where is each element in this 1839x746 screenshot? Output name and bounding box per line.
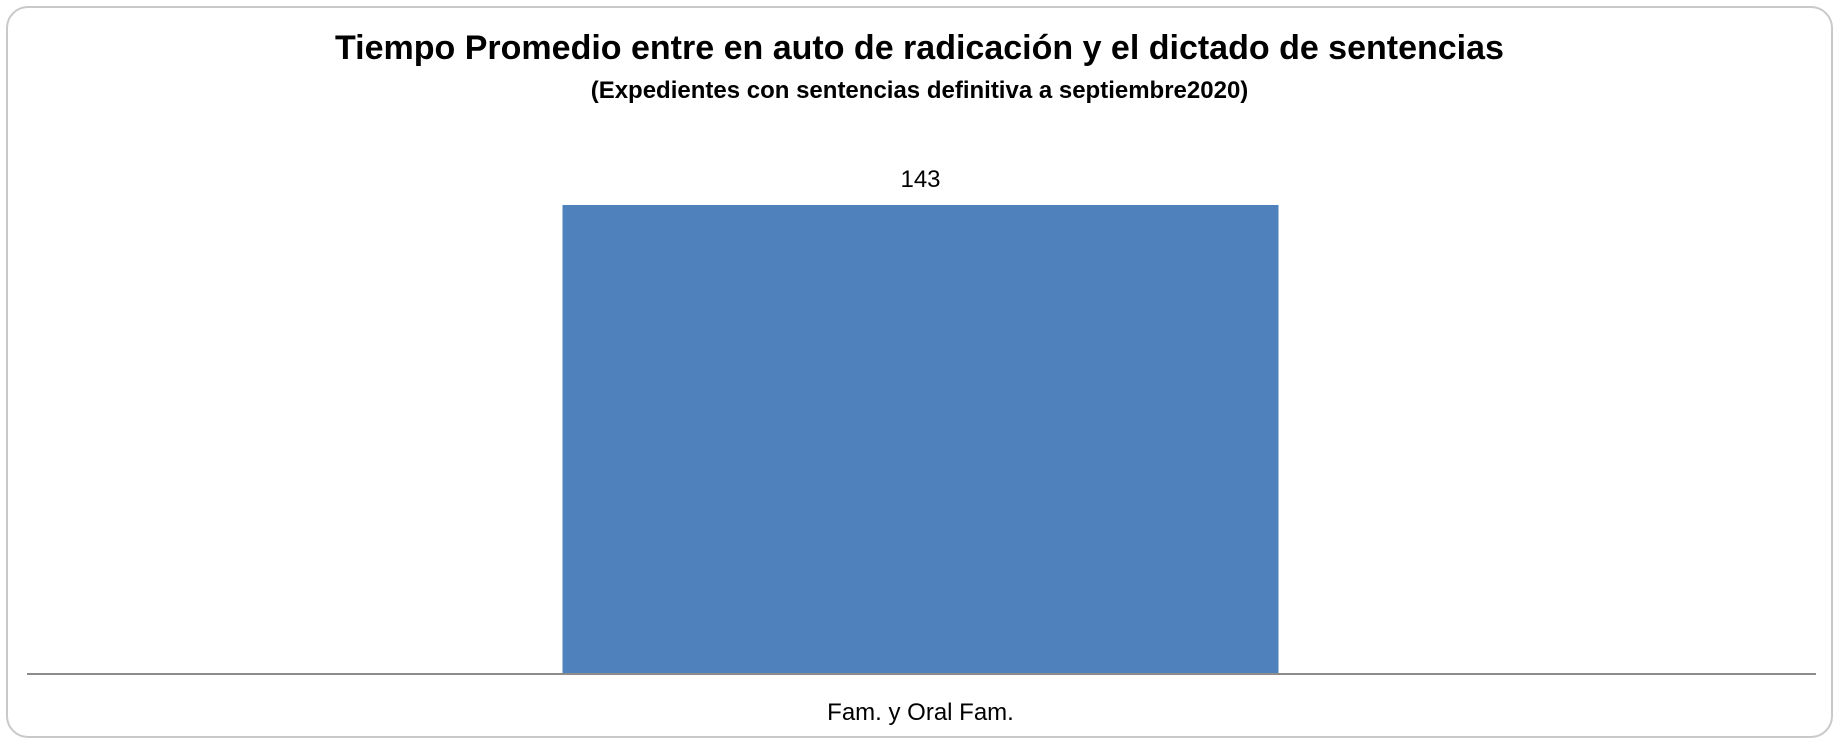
bars-group bbox=[562, 205, 1279, 674]
x-tick-labels-group: Fam. y Oral Fam. bbox=[827, 699, 1014, 726]
data-labels-group: 143 bbox=[900, 166, 940, 193]
data-label-1: 143 bbox=[900, 166, 940, 193]
x-tick-label-1: Fam. y Oral Fam. bbox=[827, 699, 1014, 726]
bar-1 bbox=[562, 205, 1279, 674]
chart-title: Tiempo Promedio entre en auto de radicac… bbox=[335, 29, 1504, 67]
chart-subtitle: (Expedientes con sentencias definitiva a… bbox=[590, 77, 1249, 104]
